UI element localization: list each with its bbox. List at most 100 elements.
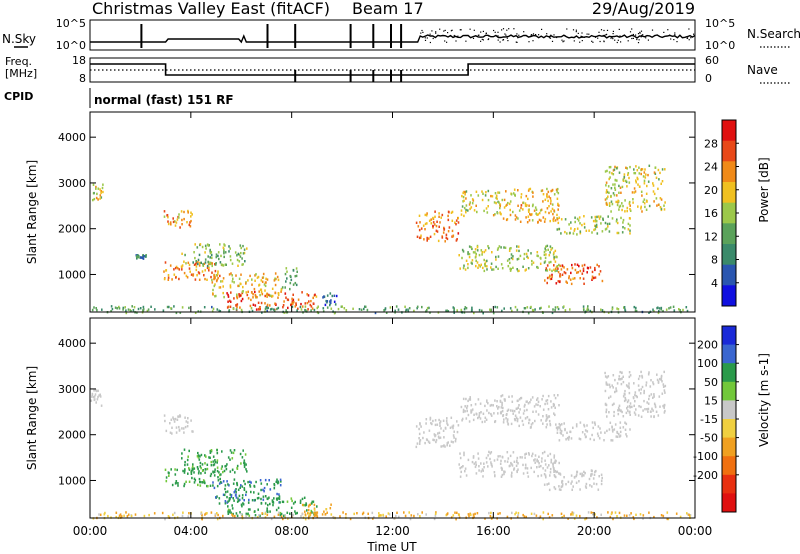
heatmap-cell [627,409,629,412]
heatmap-cell [669,306,672,309]
heatmap-cell [91,308,94,312]
nsearch-point [444,29,446,31]
colorbar-tick-label: 20 [704,184,718,197]
date-label: 29/Aug/2019 [592,0,695,18]
heatmap-cell [285,267,288,270]
heatmap-cell [508,249,511,252]
nsearch-point [457,35,459,37]
heatmap-cell [250,490,252,494]
heatmap-cell [467,251,469,254]
heatmap-cell [447,230,450,233]
heatmap-cell [186,276,189,279]
nsearch-point [639,32,641,34]
heatmap-cell [237,264,239,267]
heatmap-cell [433,232,436,236]
heatmap-cell [554,487,557,491]
nsearch-point [532,40,534,42]
heatmap-cell [517,511,520,515]
heatmap-cell [615,387,617,390]
heatmap-cell [415,221,418,224]
heatmap-cell [428,219,431,222]
heatmap-cell [174,220,176,223]
heatmap-cell [216,469,219,473]
heatmap-cell [622,415,625,418]
heatmap-cell [568,275,570,278]
heatmap-cell [654,404,657,407]
heatmap-cell [656,204,658,207]
heatmap-cell [552,218,555,221]
heatmap-cell [183,484,185,488]
heatmap-cell [608,230,611,233]
heatmap-cell [487,189,490,193]
heatmap-cell [175,431,178,434]
heatmap-cell [279,484,282,487]
heatmap-cell [655,410,658,413]
heatmap-cell [218,309,220,312]
heatmap-cell [532,410,534,413]
heatmap-cell [229,305,232,308]
heatmap-cell [600,222,602,225]
heatmap-cell [178,415,180,418]
heatmap-cell [209,456,211,459]
heatmap-cell [223,249,225,253]
heatmap-cell [502,414,505,417]
heatmap-cell [594,224,596,227]
heatmap-cell [483,462,485,465]
heatmap-cell [202,263,204,266]
heatmap-cell [628,385,630,388]
heatmap-cell [643,391,645,395]
heatmap-cell [486,268,488,271]
heatmap-cell [465,204,468,207]
heatmap-cell [487,245,489,248]
nsearch-point [505,34,507,36]
heatmap-cell [476,512,479,515]
heatmap-cell [486,265,488,268]
heatmap-cell [214,283,216,286]
nsearch-point [588,33,590,35]
heatmap-cell [496,306,499,309]
heatmap-cell [547,394,550,398]
heatmap-cell [448,226,451,229]
heatmap-cell [625,179,627,183]
heatmap-cell [517,406,519,409]
heatmap-cell [605,227,608,230]
heatmap-cell [260,488,262,492]
heatmap-cell [200,466,202,470]
freq-trace [90,63,695,76]
heatmap-cell [634,309,637,312]
heatmap-cell [259,308,261,311]
heatmap-cell [552,253,555,256]
heatmap-cell [608,166,611,169]
heatmap-cell [515,464,518,467]
heatmap-cell [227,483,229,486]
heatmap-cell [273,279,276,282]
heatmap-cell [214,277,216,280]
heatmap-cell [611,217,614,220]
heatmap-cell [204,471,206,474]
heatmap-cell [188,306,190,310]
heatmap-cell [620,191,622,194]
heatmap-cell [447,441,449,444]
heatmap-cell [207,255,209,258]
heatmap-cell [509,208,511,212]
heatmap-cell [451,229,454,233]
heatmap-cell [536,460,538,463]
heatmap-cell [217,254,219,258]
nsearch-point [420,32,422,34]
heatmap-cell [544,256,547,260]
heatmap-cell [632,396,635,399]
heatmap-cell [594,266,596,270]
heatmap-cell [553,257,555,261]
heatmap-cell [216,459,219,462]
heatmap-cell [92,395,95,399]
heatmap-cell [606,429,608,433]
heatmap-cell [178,277,180,281]
nave-drop [372,70,375,82]
heatmap-cell [638,172,641,175]
heatmap-cell [508,395,510,398]
heatmap-cell [656,373,658,376]
heatmap-cell [503,198,506,202]
heatmap-cell [647,402,650,405]
nsearch-point [573,40,575,42]
heatmap-cell [206,467,209,471]
